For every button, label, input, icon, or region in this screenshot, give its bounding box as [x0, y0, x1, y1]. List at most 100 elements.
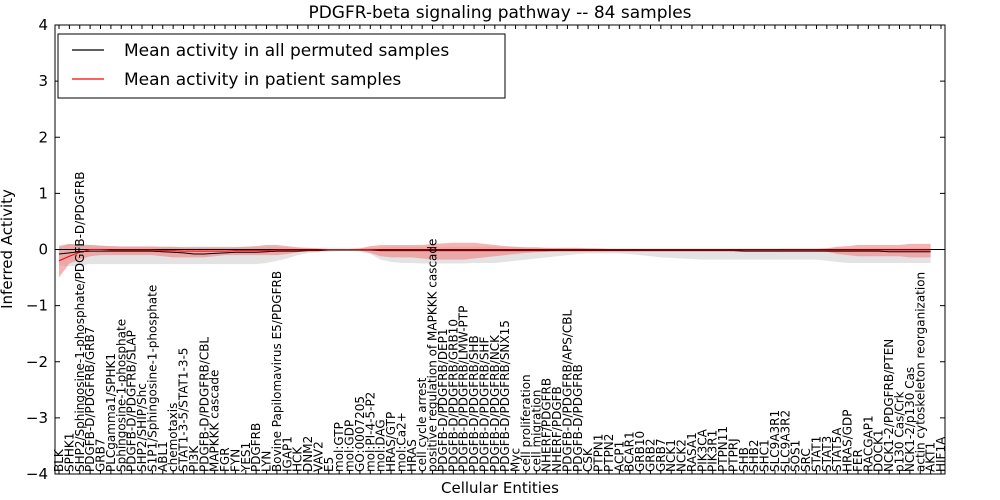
x-category-label: SHC1: [758, 439, 772, 472]
x-category-label: PLCgamma1/SPHK1: [104, 353, 118, 472]
y-tick-label: −3: [26, 409, 48, 427]
x-category-label: mol:PI-4-5-P2: [363, 392, 377, 472]
x-category-label: PDGFB-D/PDGFRB/APS/CBL: [560, 309, 574, 472]
x-category-label: cell migration: [529, 390, 543, 472]
x-category-label: NCK2: [675, 439, 689, 472]
legend-label-permuted: Mean activity in all permuted samples: [124, 41, 449, 61]
x-category-label: GRB2: [643, 438, 657, 472]
x-category-label: mol:Ca2+: [394, 412, 408, 472]
y-tick-label: −1: [26, 297, 48, 315]
x-category-label: HRAS/GTP: [384, 412, 398, 472]
x-category-label: MAPKKK cascade: [208, 370, 222, 472]
x-category-label: mol:DAG: [374, 419, 388, 472]
y-tick-label: 4: [38, 16, 48, 34]
x-category-label: PDGFB-D/PDGFRB/LMW-PTP: [457, 306, 471, 472]
series-line-patient: [58, 249, 931, 262]
x-category-label: p130 Cas/Crk: [892, 391, 906, 472]
x-category-label: SRC: [799, 448, 813, 472]
x-category-label: FGR: [218, 447, 232, 472]
x-category-label: PDGFB-D/PDGFRB/SLAP: [125, 330, 139, 472]
y-tick-label: 3: [38, 72, 48, 90]
x-category-label: PTPN11: [716, 426, 730, 472]
y-tick-label: 0: [38, 241, 48, 259]
x-axis: [58, 25, 942, 474]
x-category-label: PTPN1: [592, 434, 606, 472]
legend-box: [57, 33, 506, 99]
x-category-label: ACP1: [612, 441, 626, 472]
x-category-label: PDGFB-D/PDGFRB/GRB7: [83, 327, 97, 472]
x-category-label: DOCK1: [872, 429, 886, 472]
x-category-label: mol:GTP: [332, 422, 346, 472]
x-category-label: BLK: [52, 448, 66, 472]
x-category-label: SHP2/SHIP/Shc: [135, 383, 149, 472]
x-category-label: PDGFB-D/PDGFRB/NCK: [488, 334, 502, 472]
x-category-label: NCK1-2/PDGFRB/PTEN: [882, 339, 896, 472]
x-category-label: VAV2: [311, 441, 325, 472]
x-category-label: STAT5A: [830, 427, 844, 472]
x-category-label: FYN: [228, 449, 242, 472]
x-category-label: SHB2: [747, 439, 761, 472]
x-category-label: PDGFB-D/PDGFRB/SHF: [477, 337, 491, 472]
legend: Mean activity in all permuted samples Me…: [57, 33, 506, 99]
x-category-label: cell cycle arrest: [415, 377, 429, 472]
x-category-label: IGAP1: [280, 436, 294, 472]
x-category-label: GRB7: [654, 438, 668, 472]
x-category-label: actin cytoskeleton reorganization: [913, 272, 927, 472]
x-category-label: NCK1: [664, 439, 678, 472]
x-category-label: PDGFB-D/PDGFRB/SNX15: [498, 320, 512, 472]
x-category-label: RASA1: [685, 432, 699, 472]
x-category-label: cell proliferation: [519, 374, 533, 472]
x-category-label: FER: [851, 449, 865, 472]
x-category-label: PTPRJ: [726, 438, 740, 472]
x-axis-label: Cellular Entities: [441, 479, 559, 497]
x-category-label: NHERF/PDGFRB: [540, 378, 554, 472]
category-labels: BLKSPHK1SHP2/Sphingosine-1-phosphate/PDG…: [52, 172, 948, 473]
x-category-label: SLC9A3R2: [778, 410, 792, 472]
x-category-label: PDGFB-D/PDGFRB/SHB: [467, 335, 481, 472]
x-category-label: SOS1: [789, 440, 803, 472]
x-category-label: PI3K: [187, 445, 201, 472]
x-category-label: PDGFRB: [249, 423, 263, 472]
x-category-label: SHP2/Sphingosine-1-phosphate/PDGFB-D/PDG…: [73, 172, 87, 472]
series-line-permuted: [58, 249, 931, 255]
x-category-label: STAT1-3-5/STAT1-3-5: [177, 348, 191, 472]
x-category-label: AKT1: [924, 442, 938, 472]
x-category-label: SLC9A3R1: [768, 410, 782, 472]
x-category-label: S1P1/Sphingosine-1-phosphate: [145, 285, 159, 472]
series-lines: [58, 249, 931, 262]
x-category-label: Bovine Papilomavirus E5/PDGFRB: [270, 271, 284, 472]
y-axis: −4 −3 −2 −1 0 1 2 3 4: [26, 16, 945, 483]
x-category-label: PIK3R1: [706, 430, 720, 472]
x-category-label: RACGAP1: [861, 415, 875, 472]
y-tick-label: 1: [38, 184, 48, 202]
x-category-label: PTPN2: [602, 434, 616, 472]
x-category-label: PDGFB-D/PDGFRB/GRB10: [446, 319, 460, 472]
y-tick-label: −4: [26, 465, 48, 483]
x-category-label: HIF1A: [934, 436, 948, 472]
x-category-label: SPHK1: [62, 433, 76, 472]
x-category-label: YES1: [239, 442, 253, 473]
y-axis-label: Inferred Activity: [0, 189, 16, 309]
x-category-label: GRB10: [633, 431, 647, 472]
x-category-label: Myc: [509, 448, 523, 472]
x-category-label: E5: [322, 457, 336, 472]
x-category-label: NHERF/PDGFB: [550, 386, 564, 472]
x-category-label: STAT3: [820, 436, 834, 472]
x-category-label: NCK1-2/p130 Cas: [903, 367, 917, 472]
x-category-label: PIK3CA: [695, 428, 709, 472]
x-category-label: chemotaxis: [166, 403, 180, 472]
x-category-label: SHB: [737, 447, 751, 472]
x-category-label: Sphingosine-1-phosphate: [114, 319, 128, 472]
x-category-label: GRB7: [94, 438, 108, 472]
x-category-label: DNM2: [301, 436, 315, 472]
legend-label-patient: Mean activity in patient samples: [124, 70, 401, 90]
x-category-label: PDGFB-D/PDGFRB: [571, 364, 585, 472]
y-tick-label: 2: [38, 128, 48, 146]
chart-title: PDGFR-beta signaling pathway -- 84 sampl…: [308, 3, 691, 23]
x-category-label: PDGFB-D/PDGFRB/CBL: [197, 337, 211, 472]
confidence-bands: [59, 242, 931, 278]
x-category-label: mol:GDP: [343, 420, 357, 472]
x-category-label: ABL1: [156, 441, 170, 472]
x-category-label: BCAR1: [623, 431, 637, 472]
